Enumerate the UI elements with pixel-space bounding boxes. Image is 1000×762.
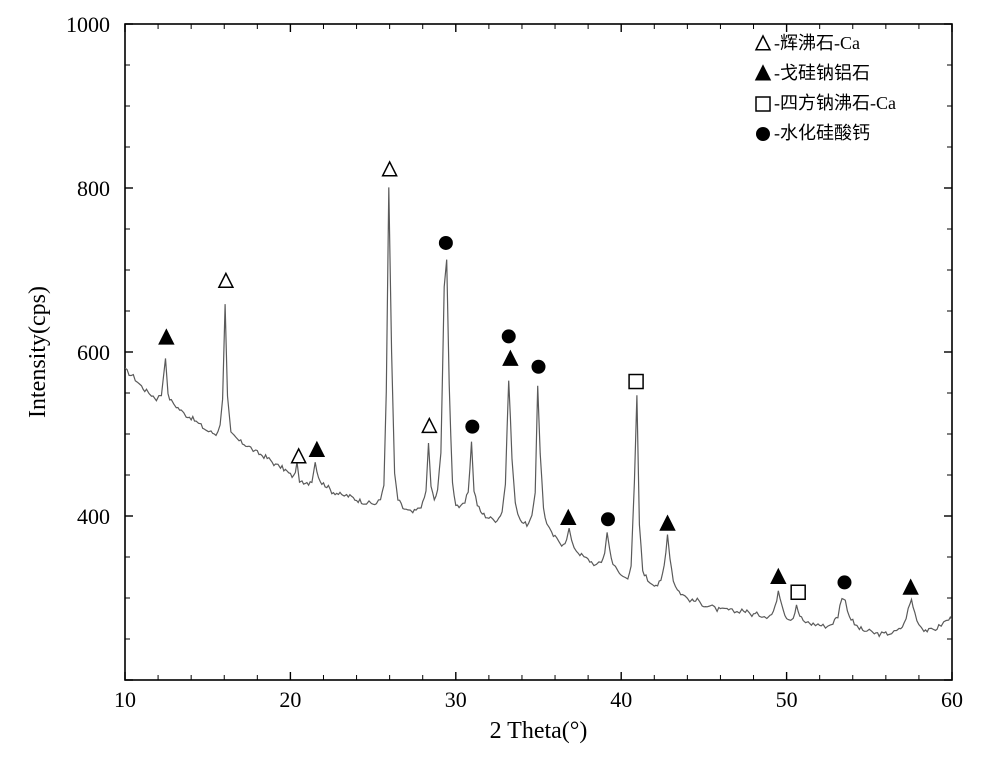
legend-label: -戈硅钠铝石 — [774, 63, 870, 83]
x-tick-label: 50 — [776, 687, 798, 712]
legend-item: -戈硅钠铝石 — [756, 63, 870, 83]
x-tick-label: 10 — [114, 687, 136, 712]
peak-marker — [601, 512, 615, 526]
peak-marker — [292, 449, 306, 463]
xrd-chart: 10 20 30 40 50 60 400 600 800 1000 2 Theta(°) Inten… — [0, 0, 1000, 762]
peak-marker — [465, 420, 479, 434]
peak-marker — [532, 360, 546, 374]
legend-item: -辉沸石-Ca — [756, 33, 860, 53]
peak-marker — [561, 510, 575, 524]
x-tick-label: 20 — [279, 687, 301, 712]
legend-label: -水化硅酸钙 — [774, 123, 870, 143]
xrd-trace — [125, 187, 952, 636]
peak-marker — [771, 569, 785, 583]
peak-marker — [503, 351, 517, 365]
y-tick-label: 600 — [77, 340, 110, 365]
x-axis-title: 2 Theta(°) — [490, 718, 588, 744]
legend-label: -四方钠沸石-Ca — [774, 93, 896, 113]
peak-marker — [310, 442, 324, 456]
peak-marker — [502, 329, 516, 343]
x-tick-label: 60 — [941, 687, 963, 712]
peak-marker — [422, 419, 436, 433]
peak-marker — [904, 580, 918, 594]
y-tick-label: 800 — [77, 176, 110, 201]
legend-item: -水化硅酸钙 — [756, 123, 870, 143]
peak-marker — [219, 273, 233, 287]
peak-marker — [791, 585, 805, 599]
y-tick-label: 1000 — [66, 12, 110, 37]
peak-marker — [159, 330, 173, 344]
peak-marker — [439, 236, 453, 250]
peak-marker — [661, 516, 675, 530]
y-axis-title: Intensity(cps) — [25, 286, 51, 418]
peak-marker — [383, 162, 397, 176]
peak-marker — [629, 375, 643, 389]
y-tick-label: 400 — [77, 504, 110, 529]
legend-item: -四方钠沸石-Ca — [756, 93, 896, 113]
x-tick-label: 30 — [445, 687, 467, 712]
peak-marker — [837, 575, 851, 589]
x-tick-label: 40 — [610, 687, 632, 712]
legend-label: -辉沸石-Ca — [774, 33, 860, 53]
